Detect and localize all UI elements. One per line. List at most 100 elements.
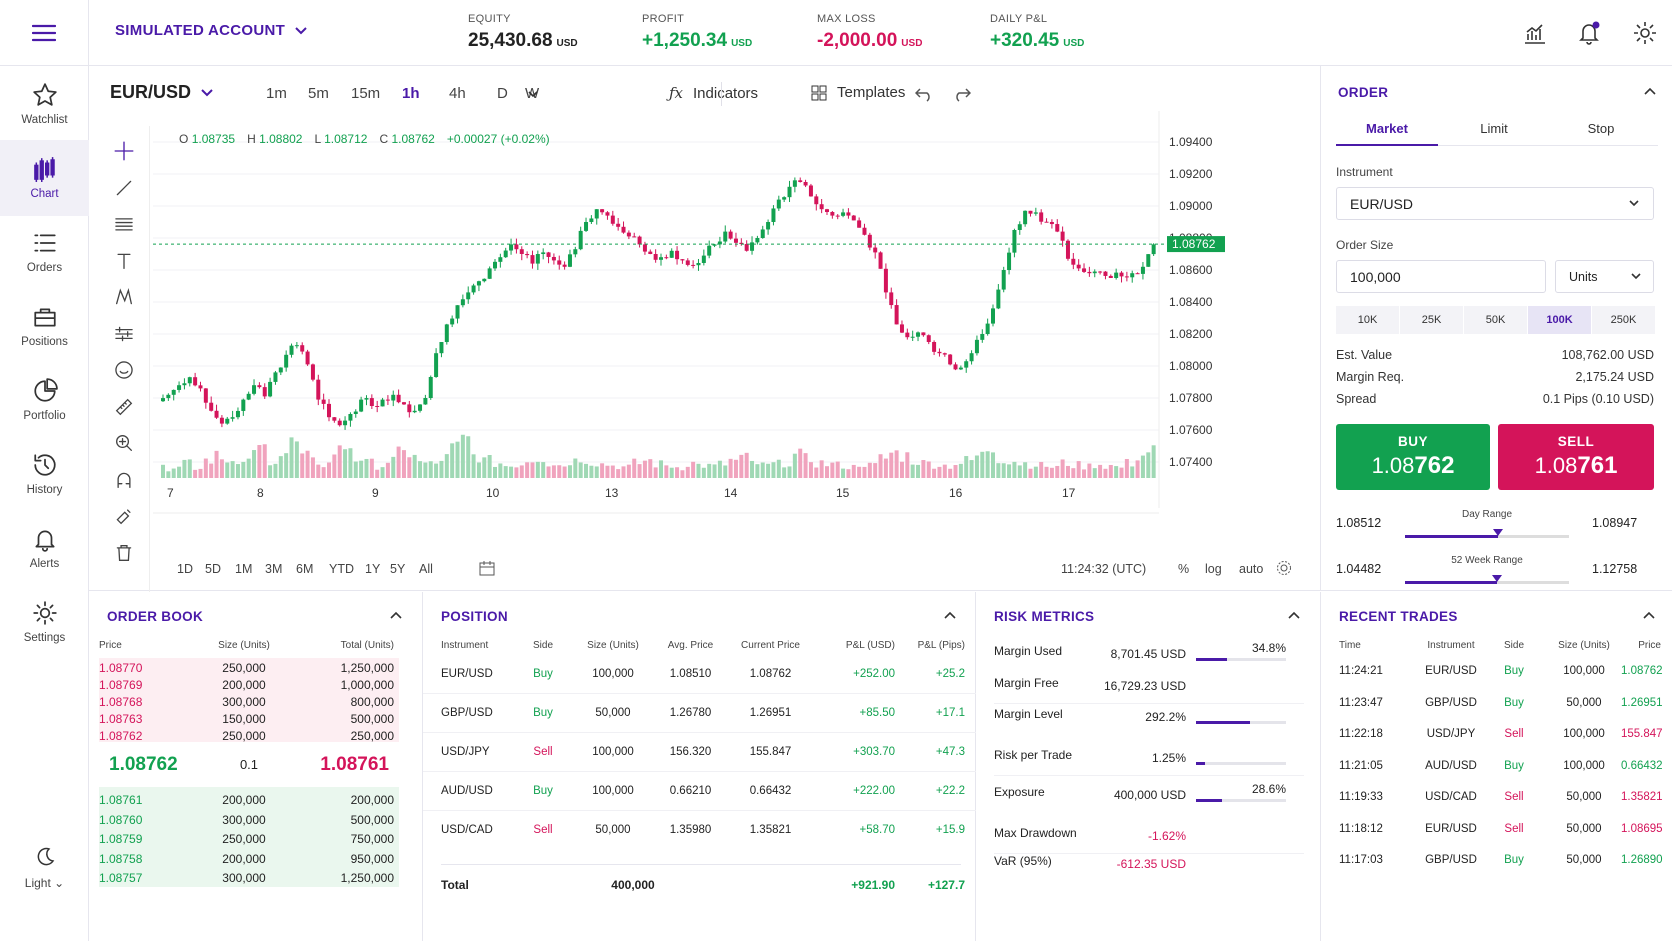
crosshair-tool[interactable] (109, 136, 139, 166)
text-tool[interactable] (109, 246, 139, 276)
trade-row[interactable]: 11:17:03 GBP/USD Buy 50,000 1.26890 (1321, 845, 1672, 876)
undo-icon[interactable] (915, 86, 933, 102)
timeframe-15m[interactable]: 15m (351, 85, 381, 102)
order-book-row[interactable]: 1.08763 150,000 500,000 (99, 709, 399, 726)
zoom-tool[interactable] (109, 428, 139, 458)
range-1y[interactable]: 1Y (365, 562, 381, 576)
order-book-row[interactable]: 1.08758 200,000 950,000 (99, 849, 399, 869)
order-book-row[interactable]: 1.08770 250,000 1,250,000 (99, 658, 399, 675)
redo-icon[interactable] (953, 86, 971, 102)
fib-tool[interactable] (109, 209, 139, 239)
order-book-row[interactable]: 1.08769 200,000 1,000,000 (99, 675, 399, 692)
collapse-chevron-icon[interactable] (1642, 609, 1656, 623)
position-row[interactable]: EUR/USD Buy 100,000 1.08510 1.08762 +252.00 +2… (423, 656, 976, 694)
sidebar-item-watchlist[interactable]: Watchlist (0, 66, 89, 142)
sidebar-item-chart[interactable]: Chart (0, 140, 89, 216)
buy-button[interactable]: BUY 1.08762 (1336, 424, 1490, 490)
pattern-tool[interactable] (109, 282, 139, 312)
sell-button[interactable]: SELL 1.08761 (1498, 424, 1654, 490)
trade-row[interactable]: 11:23:47 GBP/USD Buy 50,000 1.26951 (1321, 688, 1672, 719)
measure-lines-tool[interactable] (109, 319, 139, 349)
magnet-tool[interactable] (109, 465, 139, 495)
trade-row[interactable]: 11:21:05 AUD/USD Buy 100,000 0.66432 (1321, 751, 1672, 782)
chart-settings-gear-icon[interactable] (1276, 560, 1292, 576)
quick-size-250k[interactable]: 250K (1592, 306, 1655, 334)
auto-scale-toggle[interactable]: auto (1239, 562, 1264, 576)
timeframe-D[interactable]: D (497, 85, 508, 102)
trade-row[interactable]: 11:24:21 EUR/USD Buy 100,000 1.08762 (1321, 656, 1672, 687)
instrument-select[interactable]: EUR/USD (1336, 187, 1654, 220)
quick-size-50k[interactable]: 50K (1464, 306, 1527, 334)
theme-toggle[interactable]: Light ⌄ (0, 846, 89, 890)
order-book-row[interactable]: 1.08768 300,000 800,000 (99, 692, 399, 709)
account-selector[interactable]: SIMULATED ACCOUNT (115, 22, 307, 39)
emoji-tool[interactable] (109, 355, 139, 385)
trash-tool[interactable] (109, 538, 139, 568)
candle-body (669, 250, 674, 258)
unit-select[interactable]: Units (1555, 260, 1654, 293)
candle-body (246, 393, 251, 400)
sidebar-item-positions[interactable]: Positions (0, 288, 89, 364)
collapse-chevron-icon[interactable] (1643, 85, 1657, 99)
trade-row[interactable]: 11:22:18 USD/JPY Sell 100,000 155.847 (1321, 719, 1672, 750)
collapse-chevron-icon[interactable] (943, 609, 957, 623)
quick-size-10k[interactable]: 10K (1336, 306, 1399, 334)
candle-body (1028, 210, 1033, 214)
timeframe-W[interactable]: W (525, 85, 540, 102)
sidebar-item-orders[interactable]: Orders (0, 214, 89, 290)
candle-body (932, 342, 937, 352)
range-5d[interactable]: 5D (205, 562, 221, 576)
position-row[interactable]: GBP/USD Buy 50,000 1.26780 1.26951 +85.50 +17.… (423, 695, 976, 733)
position-row[interactable]: USD/JPY Sell 100,000 156.320 155.847 +303.70 +… (423, 734, 976, 772)
ruler-tool[interactable] (109, 392, 139, 422)
collapse-chevron-icon[interactable] (1287, 609, 1301, 623)
sidebar-item-portfolio[interactable]: Portfolio (0, 362, 89, 438)
order-book-row[interactable]: 1.08759 250,000 750,000 (99, 829, 399, 849)
timeframe-1h[interactable]: 1h (402, 85, 420, 102)
indicators-button[interactable]: ƒx Indicators (669, 84, 758, 102)
order-book-row[interactable]: 1.08760 300,000 500,000 (99, 810, 399, 830)
timeframe-1m[interactable]: 1m (266, 85, 287, 102)
trade-row[interactable]: 11:18:12 EUR/USD Sell 50,000 1.08695 (1321, 814, 1672, 845)
order-book-row[interactable]: 1.08757 300,000 1,250,000 (99, 868, 399, 888)
log-scale-toggle[interactable]: log (1205, 562, 1222, 576)
trade-row[interactable]: 11:19:33 USD/CAD Sell 50,000 1.35821 (1321, 782, 1672, 813)
timeframe-more-chevron-icon[interactable] (528, 91, 538, 98)
collapse-chevron-icon[interactable] (389, 609, 403, 623)
sidebar-item-history[interactable]: History (0, 436, 89, 512)
analytics-icon[interactable] (1522, 20, 1548, 46)
order-tab-market[interactable]: Market (1366, 121, 1408, 136)
position-row[interactable]: USD/CAD Sell 50,000 1.35980 1.35821 +58.70 +15… (423, 812, 976, 850)
trend-line-tool[interactable] (109, 173, 139, 203)
order-tab-limit[interactable]: Limit (1480, 121, 1508, 136)
order-book-row[interactable]: 1.08761 200,000 200,000 (99, 790, 399, 810)
lock-draw-tool[interactable] (109, 501, 139, 531)
range-1d[interactable]: 1D (177, 562, 193, 576)
range-5y[interactable]: 5Y (390, 562, 406, 576)
range-6m[interactable]: 6M (296, 562, 314, 576)
sidebar-item-settings[interactable]: Settings (0, 584, 89, 660)
calendar-icon[interactable] (479, 560, 495, 576)
order-size-input[interactable]: 100,000 (1336, 260, 1546, 293)
notification-bell-icon[interactable] (1576, 20, 1602, 46)
quick-size-25k[interactable]: 25K (1400, 306, 1463, 334)
templates-button[interactable]: Templates (811, 84, 905, 101)
range-3m[interactable]: 3M (265, 562, 283, 576)
menu-button[interactable] (0, 0, 89, 66)
timeframe-5m[interactable]: 5m (308, 85, 329, 102)
trade-cell: 1.26951 (1621, 696, 1663, 709)
position-row[interactable]: AUD/USD Buy 100,000 0.66210 0.66432 +222.00 +2… (423, 773, 976, 811)
sidebar-item-alerts[interactable]: Alerts (0, 510, 89, 586)
range-1m[interactable]: 1M (235, 562, 253, 576)
candlestick-chart[interactable]: 1.094001.092001.090001.088001.086001.084… (89, 66, 1320, 591)
order-tab-stop[interactable]: Stop (1587, 121, 1615, 136)
order-book-row[interactable]: 1.08762 250,000 250,000 (99, 726, 399, 743)
timeframe-4h[interactable]: 4h (449, 85, 466, 102)
percent-scale-toggle[interactable]: % (1178, 562, 1190, 576)
range-all[interactable]: All (419, 562, 433, 576)
candle-body (969, 353, 974, 362)
quick-size-100k[interactable]: 100K (1528, 306, 1591, 334)
range-ytd[interactable]: YTD (329, 562, 354, 576)
symbol-selector[interactable]: EUR/USD (110, 82, 213, 103)
settings-gear-icon[interactable] (1632, 20, 1658, 46)
